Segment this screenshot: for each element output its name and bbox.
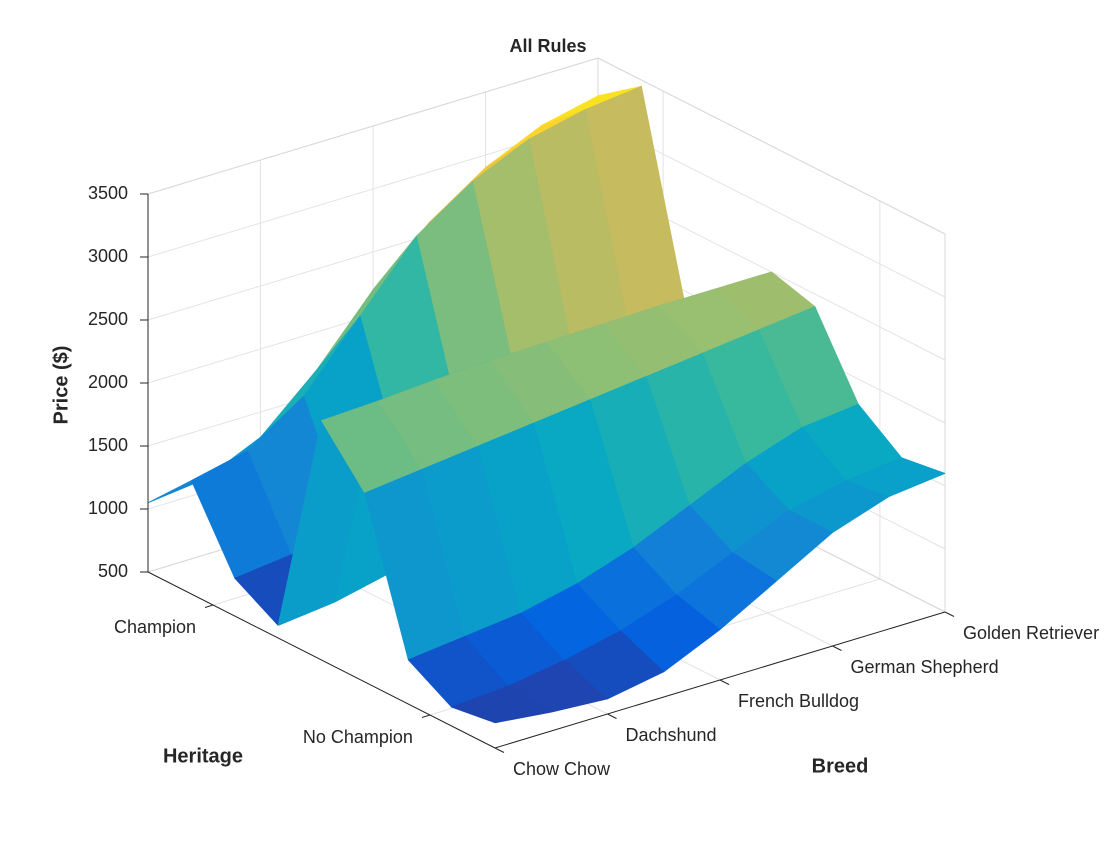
x-tick-label: French Bulldog (738, 691, 859, 711)
z-tick-label: 3000 (88, 246, 128, 266)
y-tick-label: No Champion (303, 727, 413, 747)
x-tick (944, 611, 955, 617)
x-tick (719, 679, 730, 685)
y-tick (204, 604, 214, 608)
z-tick-label: 2000 (88, 372, 128, 392)
axis-box-edge (147, 571, 496, 749)
x-tick-label: German Shepherd (851, 657, 999, 677)
y-tick-label: Champion (114, 617, 196, 637)
z-tick-label: 1000 (88, 498, 128, 518)
x-axis-label: Breed (812, 755, 869, 777)
chart-title: All Rules (509, 36, 586, 56)
z-tick-label: 1500 (88, 435, 128, 455)
z-tick-label: 2500 (88, 309, 128, 329)
x-tick (494, 747, 505, 753)
y-tick (421, 714, 431, 718)
z-tick-label: 3500 (88, 183, 128, 203)
x-tick (832, 645, 842, 651)
x-tick-label: Dachshund (626, 725, 717, 745)
z-axis-label: Price ($) (50, 346, 72, 425)
x-tick (607, 713, 617, 719)
z-tick-label: 500 (98, 561, 128, 581)
axis-box-edge (597, 57, 946, 235)
x-tick-label: Golden Retriever (963, 623, 1099, 643)
x-tick-label: Chow Chow (513, 759, 611, 779)
y-axis-label: Heritage (163, 745, 243, 767)
surface-patch (451, 685, 552, 724)
axis-box-edge (147, 57, 599, 195)
